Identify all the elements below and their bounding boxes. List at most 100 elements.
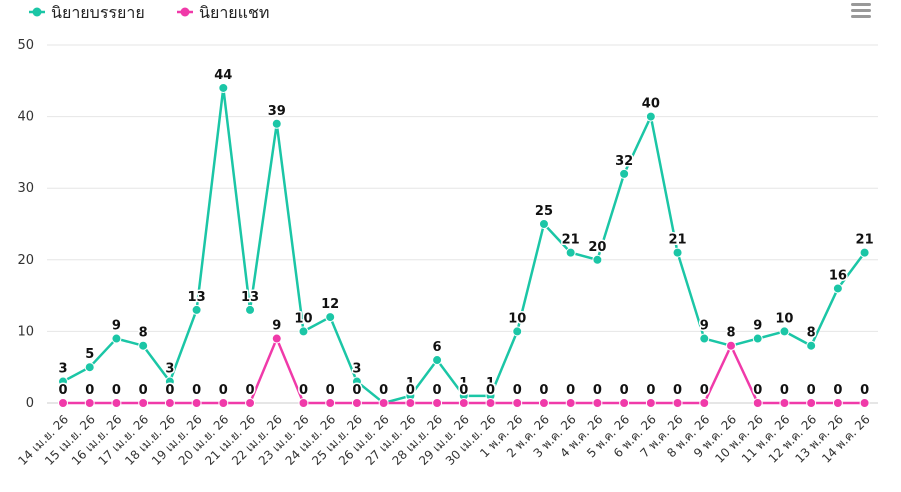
legend-marker <box>32 7 42 17</box>
data-label: 13 <box>188 290 206 305</box>
data-label: 0 <box>112 383 121 398</box>
data-label: 0 <box>807 383 816 398</box>
data-point[interactable] <box>351 376 362 387</box>
data-point[interactable] <box>672 398 683 408</box>
data-point[interactable] <box>859 247 870 258</box>
data-label: 8 <box>807 326 816 341</box>
data-point[interactable] <box>512 398 523 408</box>
data-point[interactable] <box>779 398 790 408</box>
data-label: 21 <box>562 233 580 248</box>
series-lines <box>58 82 870 408</box>
series-line <box>61 86 866 405</box>
data-label: 10 <box>775 311 793 326</box>
data-point[interactable] <box>191 398 202 408</box>
data-point[interactable] <box>699 398 710 408</box>
y-tick-label: 40 <box>17 110 34 125</box>
y-tick-label: 30 <box>17 181 34 196</box>
data-point[interactable] <box>271 118 282 129</box>
data-point[interactable] <box>619 398 630 408</box>
data-point[interactable] <box>84 398 95 408</box>
data-point[interactable] <box>138 340 149 351</box>
data-point[interactable] <box>164 376 175 387</box>
data-label: 44 <box>214 68 232 83</box>
data-point[interactable] <box>485 398 496 408</box>
data-point[interactable] <box>592 254 603 265</box>
data-point[interactable] <box>806 340 817 351</box>
y-tick-label: 50 <box>17 38 34 53</box>
data-point[interactable] <box>405 398 416 408</box>
data-label: 8 <box>726 326 735 341</box>
legend-item-1[interactable]: นิยายแชท <box>177 3 269 22</box>
data-label: 16 <box>829 268 847 283</box>
data-label: 0 <box>299 383 308 398</box>
data-point[interactable] <box>245 398 256 408</box>
data-point[interactable] <box>191 304 202 315</box>
data-point[interactable] <box>619 168 630 179</box>
data-point[interactable] <box>538 219 549 229</box>
data-label: 0 <box>620 383 629 398</box>
data-point[interactable] <box>779 326 790 337</box>
data-point[interactable] <box>138 398 149 408</box>
data-point[interactable] <box>84 362 95 373</box>
y-tick-label: 20 <box>17 253 34 268</box>
data-point[interactable] <box>351 398 362 408</box>
data-point[interactable] <box>565 247 576 258</box>
data-point[interactable] <box>458 398 469 408</box>
data-point[interactable] <box>645 111 656 122</box>
data-label: 0 <box>513 383 522 398</box>
data-label: 20 <box>588 240 606 255</box>
data-point[interactable] <box>512 326 523 337</box>
legend-item-0[interactable]: นิยายบรรยาย <box>29 3 145 22</box>
data-point[interactable] <box>298 326 309 337</box>
data-label: 0 <box>459 383 468 398</box>
data-point[interactable] <box>111 333 122 344</box>
data-point[interactable] <box>592 398 603 408</box>
series-0 <box>58 82 870 408</box>
legend-marker <box>180 7 190 17</box>
data-point[interactable] <box>325 312 336 323</box>
data-point[interactable] <box>271 333 282 344</box>
data-point[interactable] <box>832 283 843 294</box>
data-label: 39 <box>268 104 286 119</box>
data-label: 10 <box>294 311 312 326</box>
data-point[interactable] <box>298 398 309 408</box>
data-point[interactable] <box>699 333 710 344</box>
data-point[interactable] <box>245 304 256 315</box>
data-label: 0 <box>58 383 67 398</box>
data-point[interactable] <box>859 398 870 408</box>
data-point[interactable] <box>325 398 336 408</box>
data-label: 0 <box>539 383 548 398</box>
data-point[interactable] <box>538 398 549 408</box>
data-point[interactable] <box>432 398 443 408</box>
data-point[interactable] <box>164 398 175 408</box>
data-label: 5 <box>85 347 94 362</box>
hamburger-menu-icon[interactable] <box>851 3 871 18</box>
data-label: 0 <box>860 383 869 398</box>
data-label: 0 <box>379 383 388 398</box>
data-point[interactable] <box>432 355 443 366</box>
data-point[interactable] <box>58 398 68 408</box>
data-point[interactable] <box>218 398 229 408</box>
data-point[interactable] <box>752 333 763 344</box>
legend-label: นิยายแชท <box>199 3 269 22</box>
data-point[interactable] <box>726 340 736 351</box>
data-label: 0 <box>219 383 228 398</box>
y-tick-label: 0 <box>26 396 34 411</box>
data-label: 9 <box>112 319 121 334</box>
data-label: 3 <box>352 362 361 377</box>
data-label: 3 <box>58 362 67 377</box>
data-point[interactable] <box>565 398 576 408</box>
data-point[interactable] <box>111 398 122 408</box>
data-point[interactable] <box>752 398 763 408</box>
data-point[interactable] <box>218 82 229 93</box>
data-point[interactable] <box>378 398 389 408</box>
data-point[interactable] <box>806 398 817 408</box>
data-label: 0 <box>486 383 495 398</box>
data-point[interactable] <box>672 247 683 258</box>
data-point[interactable] <box>58 376 68 387</box>
data-point[interactable] <box>832 398 843 408</box>
data-point[interactable] <box>645 398 656 408</box>
